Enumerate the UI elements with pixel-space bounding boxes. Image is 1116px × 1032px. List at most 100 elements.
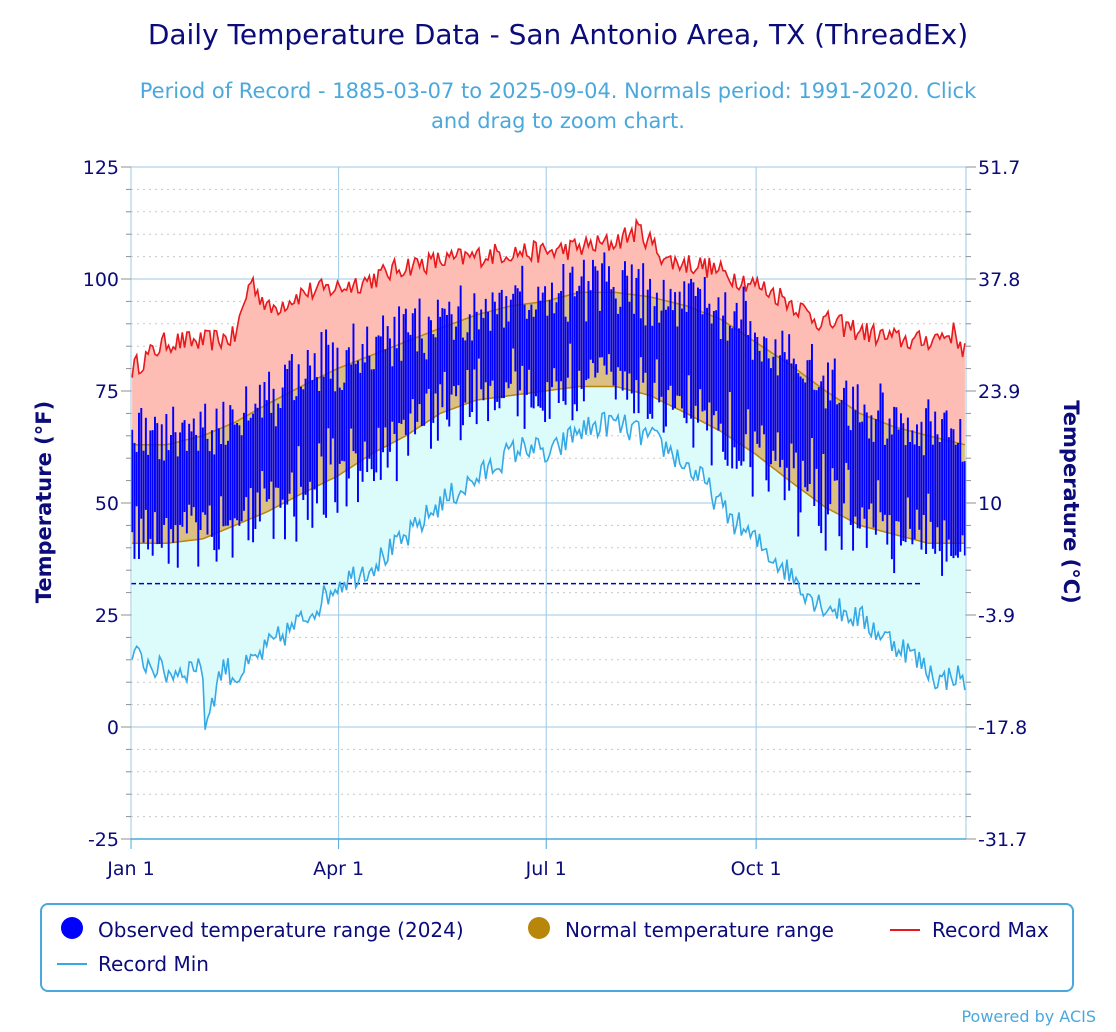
observed-day-bar: [254, 403, 257, 529]
observed-day-bar: [325, 329, 328, 518]
observed-day-bar: [272, 388, 275, 539]
observed-day-bar: [674, 292, 677, 409]
observed-day-bar: [427, 316, 430, 389]
observed-day-bar: [532, 316, 535, 409]
observed-day-bar: [509, 299, 512, 384]
observed-day-bar: [760, 361, 763, 426]
observed-day-bar: [822, 375, 825, 454]
observed-day-bar: [703, 277, 706, 411]
observed-day-bar: [767, 358, 770, 492]
observed-day-bar: [678, 291, 681, 397]
observed-day-bar: [690, 278, 693, 419]
observed-day-bar: [541, 292, 544, 411]
observed-day-bar: [432, 334, 435, 423]
chart-subtitle-line2: and drag to zoom chart.: [431, 109, 685, 133]
observed-day-bar: [309, 365, 312, 482]
observed-day-bar: [400, 360, 403, 424]
legend-record-max-label[interactable]: Record Max: [932, 918, 1049, 942]
legend-observed-label[interactable]: Observed temperature range (2024): [98, 918, 464, 942]
observed-day-bar: [503, 327, 505, 399]
observed-day-bar: [888, 418, 891, 516]
observed-day-bar: [749, 321, 752, 468]
legend-normal-label[interactable]: Normal temperature range: [565, 918, 834, 942]
legend-record-min-label[interactable]: Record Min: [98, 952, 209, 976]
observed-day-bar: [151, 430, 154, 556]
observed-day-bar: [665, 309, 667, 427]
observed-day-bar: [945, 410, 948, 562]
observed-day-bar: [649, 278, 652, 414]
observed-day-bar: [630, 264, 633, 394]
observed-day-bar: [628, 301, 631, 374]
observed-day-bar: [434, 337, 437, 394]
observed-day-bar: [443, 308, 446, 372]
observed-day-bar: [382, 315, 385, 453]
observed-day-bar: [391, 366, 394, 422]
observed-day-bar: [457, 306, 460, 386]
observed-day-bar: [227, 440, 229, 526]
observed-day-bar: [637, 269, 640, 414]
observed-day-bar: [466, 332, 469, 370]
observed-day-bar: [245, 386, 248, 498]
x-tick-label: Jul 1: [525, 858, 567, 880]
observed-day-bar: [393, 316, 396, 434]
credit-link[interactable]: Powered by ACIS: [961, 1007, 1096, 1026]
observed-day-bar: [277, 403, 280, 488]
observed-day-bar: [265, 400, 268, 502]
legend: Observed temperature range (2024) Normal…: [40, 903, 1074, 992]
observed-day-bar: [735, 302, 738, 469]
chart-title: Daily Temperature Data - San Antonio Are…: [148, 18, 968, 51]
y-tick-label-left: -25: [88, 829, 119, 851]
y-tick-label-left: 25: [95, 605, 119, 627]
observed-day-bar: [667, 306, 670, 391]
observed-day-bar: [491, 292, 494, 381]
observed-day-bar: [710, 323, 713, 466]
observed-day-bar: [274, 426, 277, 488]
observed-day-bar: [922, 455, 925, 515]
observed-day-bar: [614, 298, 617, 400]
observed-day-bar: [306, 350, 309, 520]
observed-day-bar: [373, 369, 375, 481]
observed-day-bar: [795, 364, 798, 453]
observed-day-bar: [941, 419, 944, 576]
observed-day-bar: [605, 281, 608, 375]
observed-day-bar: [338, 387, 341, 464]
observed-day-bar: [288, 360, 291, 494]
observed-day-bar: [594, 266, 597, 378]
observed-day-bar: [886, 438, 889, 545]
observed-day-bar: [598, 310, 601, 358]
observed-day-bar: [402, 314, 405, 420]
observed-day-bar: [779, 355, 782, 468]
observed-day-bar: [957, 443, 959, 558]
y-tick-label-right: 37.8: [978, 269, 1020, 291]
observed-day-bar: [361, 344, 364, 482]
record-min-line: [131, 411, 966, 730]
observed-day-bar: [801, 378, 804, 461]
observed-day-bar: [176, 456, 179, 568]
observed-day-bar: [496, 314, 499, 402]
observed-day-bar: [370, 369, 373, 470]
observed-day-bar: [820, 381, 823, 534]
observed-day-bar: [658, 322, 661, 403]
observed-day-bar: [215, 408, 218, 562]
observed-day-bar: [877, 410, 880, 481]
observed-day-bar: [895, 407, 898, 521]
observed-day-bar: [452, 339, 455, 387]
observed-day-bar: [418, 298, 421, 405]
observed-day-bar: [154, 416, 156, 513]
observed-day-bar: [185, 450, 188, 534]
observed-day-bar: [172, 406, 175, 543]
observed-day-bar: [300, 386, 302, 487]
observed-day-bar: [747, 335, 750, 410]
observed-day-bar: [781, 330, 784, 460]
observed-day-bar: [610, 289, 613, 372]
observed-day-bar: [852, 386, 855, 551]
observed-day-bar: [341, 390, 344, 461]
observed-day-bar: [806, 360, 809, 492]
observed-day-bar: [790, 363, 793, 444]
observed-day-bar: [655, 292, 658, 360]
observed-day-bar: [744, 300, 747, 435]
observed-day-bar: [815, 390, 818, 469]
observed-day-bar: [498, 292, 501, 409]
observed-day-bar: [156, 423, 159, 545]
